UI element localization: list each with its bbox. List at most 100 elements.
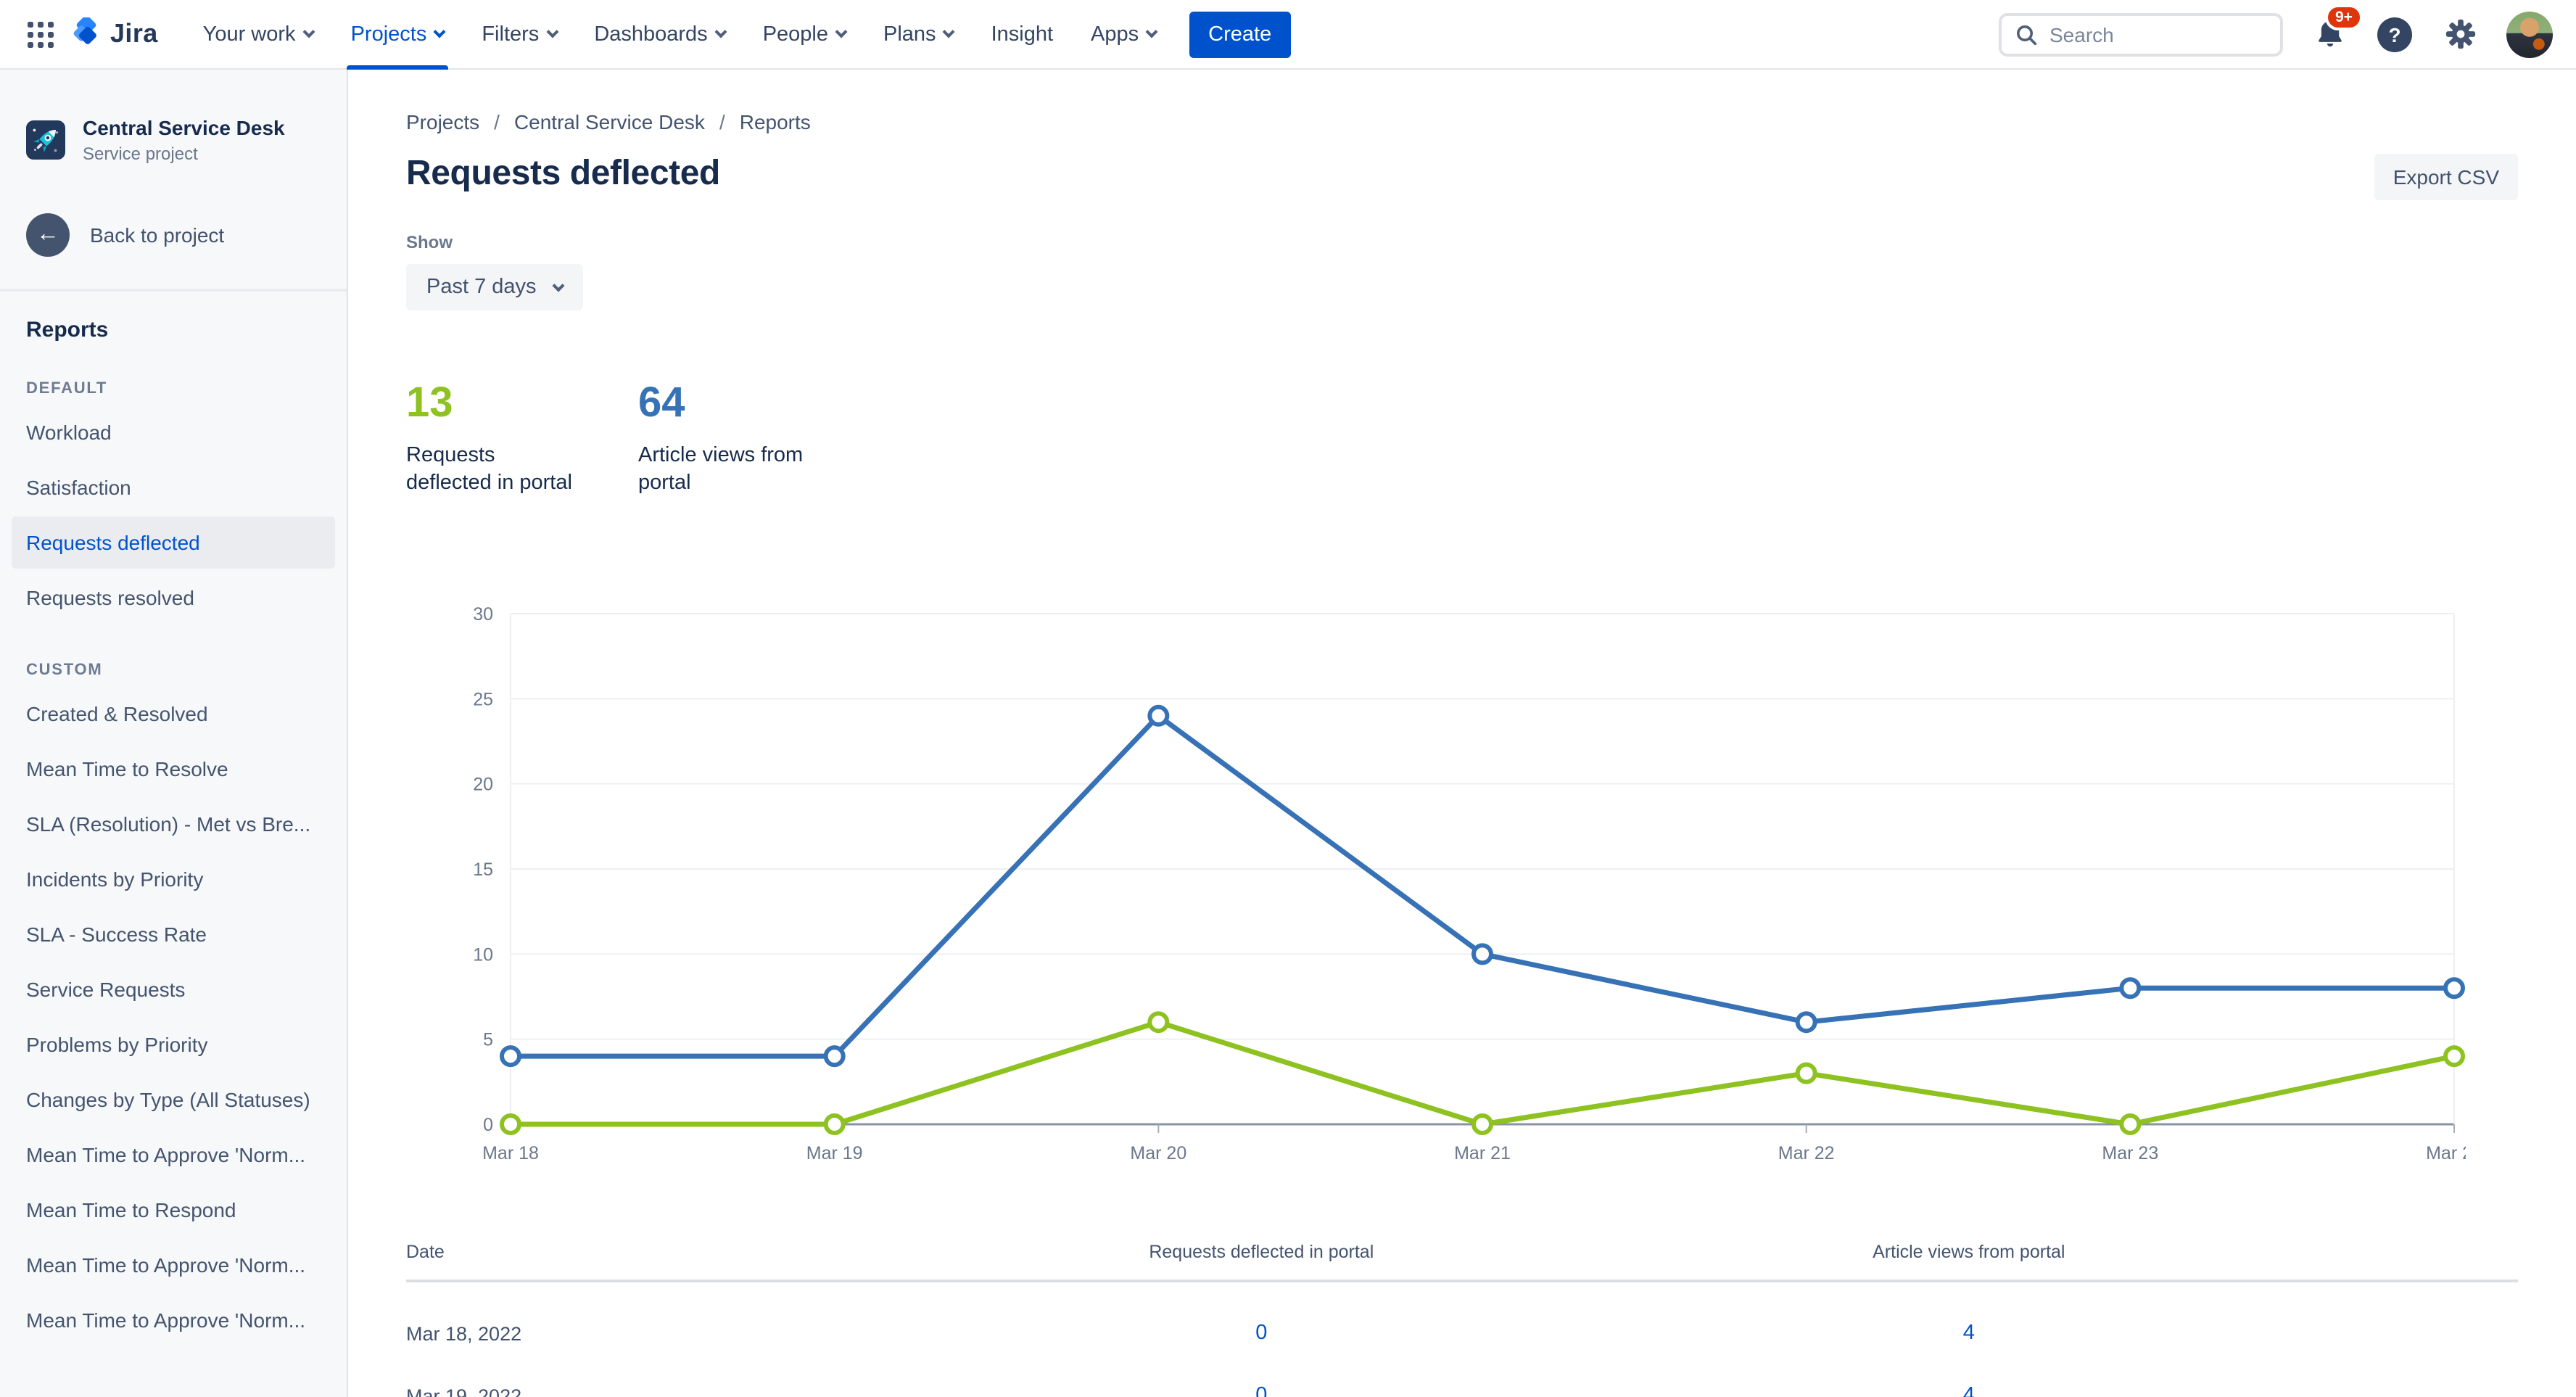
nav-item-insight[interactable]: Insight [973, 0, 1072, 69]
back-to-project[interactable]: ← Back to project [0, 213, 347, 257]
y-tick-label: 25 [473, 689, 493, 709]
sidebar-section-custom: CUSTOM [26, 662, 103, 679]
data-point-article-views-from-portal[interactable] [2119, 977, 2142, 1000]
stat-value: 13 [406, 380, 453, 426]
data-point-article-views-from-portal[interactable] [500, 1045, 521, 1068]
x-tick-label: Mar 24 [2426, 1143, 2466, 1163]
data-point-requests-deflected-in-portal[interactable] [1471, 1113, 1493, 1135]
stat-label: Article views from portal [638, 444, 804, 495]
show-filter-label: Show [406, 232, 453, 252]
nav-item-projects[interactable]: Projects [332, 0, 463, 69]
views-count-link[interactable]: 4 [1962, 1322, 1975, 1345]
data-point-requests-deflected-in-portal[interactable] [2443, 1045, 2465, 1068]
question-mark-icon: ? [2377, 17, 2412, 51]
table-row: Mar 19, 2022 0 4 [406, 1384, 2518, 1397]
back-arrow-icon: ← [26, 213, 70, 257]
period-dropdown[interactable]: Past 7 days [406, 264, 583, 310]
sidebar-item-sla-resolution-met-vs-bre[interactable]: SLA (Resolution) - Met vs Bre... [26, 812, 311, 836]
notifications-button[interactable]: 9+ [2311, 4, 2363, 53]
sidebar-item-incidents-by-priority[interactable]: Incidents by Priority [26, 868, 204, 891]
sidebar-item-requests-deflected[interactable]: Requests deflected [12, 516, 335, 569]
nav-item-people[interactable]: People [744, 0, 864, 69]
export-csv-button[interactable]: Export CSV [2374, 154, 2518, 200]
sidebar-divider [0, 289, 347, 292]
app-body: Central Service Desk Service project ← B… [0, 70, 2576, 1397]
sidebar-item-problems-by-priority[interactable]: Problems by Priority [26, 1033, 208, 1056]
jira-mark-icon [73, 17, 96, 44]
nav-item-filters[interactable]: Filters [463, 0, 575, 69]
deflected-count-link[interactable]: 0 [1255, 1384, 1268, 1397]
row-date: Mar 19, 2022 [406, 1385, 522, 1397]
notification-count-badge: 9+ [2325, 4, 2363, 30]
data-point-article-views-from-portal[interactable] [2443, 977, 2465, 1000]
sidebar-item-changes-by-type-all-statuses[interactable]: Changes by Type (All Statuses) [26, 1088, 310, 1111]
sidebar-item-mean-time-to-approve-norm[interactable]: Mean Time to Approve 'Norm... [26, 1253, 306, 1277]
x-tick-label: Mar 18 [482, 1143, 539, 1163]
y-tick-label: 30 [473, 604, 493, 625]
create-button[interactable]: Create [1189, 11, 1291, 57]
nav-item-label: Filters [482, 22, 540, 46]
data-point-requests-deflected-in-portal[interactable] [2119, 1113, 2142, 1135]
sidebar-item-created-resolved[interactable]: Created & Resolved [26, 702, 208, 725]
page-title: Requests deflected [406, 154, 720, 193]
sidebar-item-mean-time-to-approve-norm[interactable]: Mean Time to Approve 'Norm... [26, 1143, 306, 1166]
deflected-count-link[interactable]: 0 [1255, 1322, 1268, 1345]
data-point-article-views-from-portal[interactable] [1471, 943, 1493, 965]
nav-item-your-work[interactable]: Your work [184, 0, 332, 69]
sidebar-item-requests-resolved[interactable]: Requests resolved [26, 586, 194, 609]
nav-item-label: Insight [991, 22, 1054, 46]
breadcrumb-link-reports[interactable]: Reports [739, 110, 811, 133]
chevron-down-icon [943, 25, 956, 38]
sidebar-item-sla-success-rate[interactable]: SLA - Success Rate [26, 923, 207, 946]
search-input[interactable] [2049, 22, 2253, 46]
data-point-requests-deflected-in-portal[interactable] [500, 1113, 521, 1135]
data-point-article-views-from-portal[interactable] [823, 1045, 846, 1068]
deflection-chart: 0 5 10 15 20 25 30 Mar 18 Mar 19 Mar 20 Mar 21 Mar … [406, 593, 2518, 1184]
settings-button[interactable] [2441, 15, 2479, 53]
row-date: Mar 18, 2022 [406, 1322, 522, 1344]
data-point-article-views-from-portal[interactable] [1795, 1011, 1817, 1034]
sidebar-item-workload[interactable]: Workload [26, 421, 112, 444]
project-type: Service project [83, 144, 198, 164]
chevron-down-icon [302, 25, 315, 38]
report-nav-sections: DEFAULT Workload Satisfaction Requests defl… [0, 380, 347, 1346]
nav-item-dashboards[interactable]: Dashboards [575, 0, 743, 69]
chevron-down-icon [552, 279, 565, 292]
column-header-date: Date [406, 1242, 445, 1262]
data-point-requests-deflected-in-portal[interactable] [1147, 1011, 1170, 1034]
views-count-link[interactable]: 4 [1962, 1384, 1975, 1397]
sidebar-item-mean-time-to-resolve[interactable]: Mean Time to Resolve [26, 757, 228, 780]
summary-stats: 13 Requests deflected in portal 64 Article … [406, 380, 2518, 498]
project-name: Central Service Desk [83, 116, 285, 139]
nav-item-plans[interactable]: Plans [864, 0, 973, 69]
y-tick-label: 15 [473, 860, 493, 880]
period-dropdown-value: Past 7 days [426, 276, 537, 299]
title-row: Requests deflected Export CSV [406, 151, 2518, 200]
sidebar-item-satisfaction[interactable]: Satisfaction [26, 476, 131, 499]
chevron-down-icon [433, 25, 446, 38]
x-tick-label: Mar 20 [1130, 1143, 1186, 1163]
app-switcher-icon[interactable] [20, 14, 61, 54]
logo-text: Jira [110, 19, 158, 48]
nav-item-apps[interactable]: Apps [1072, 0, 1175, 69]
data-point-requests-deflected-in-portal[interactable] [1795, 1062, 1817, 1084]
project-sidebar: Central Service Desk Service project ← B… [0, 70, 348, 1397]
breadcrumb-link-central-service-desk[interactable]: Central Service Desk [513, 110, 705, 133]
nav-item-label: Your work [202, 22, 296, 46]
series-line-article-views-from-portal [508, 713, 2457, 1059]
data-point-article-views-from-portal[interactable] [1147, 704, 1170, 727]
deflection-table: Date Requests deflected in portal Article … [406, 1242, 2518, 1397]
sidebar-item-service-requests[interactable]: Service Requests [26, 978, 186, 1001]
help-button[interactable]: ? [2376, 15, 2414, 53]
nav-item-label: Dashboards [594, 22, 708, 46]
sidebar-section-default: DEFAULT [26, 380, 108, 397]
search-icon [2017, 25, 2037, 45]
global-search[interactable] [1999, 12, 2283, 56]
stat-requests-deflected-in-portal: 13 Requests deflected in portal [406, 380, 583, 498]
sidebar-item-mean-time-to-approve-norm[interactable]: Mean Time to Approve 'Norm... [26, 1309, 306, 1332]
jira-logo[interactable]: Jira [70, 17, 158, 51]
sidebar-item-mean-time-to-respond[interactable]: Mean Time to Respond [26, 1198, 236, 1221]
breadcrumb-link-projects[interactable]: Projects [406, 110, 480, 133]
data-point-requests-deflected-in-portal[interactable] [823, 1113, 846, 1135]
user-avatar[interactable] [2506, 11, 2553, 57]
